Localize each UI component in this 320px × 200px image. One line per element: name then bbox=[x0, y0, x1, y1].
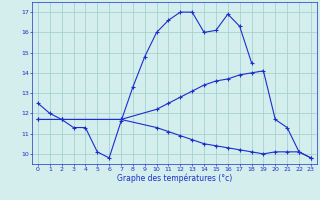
X-axis label: Graphe des températures (°c): Graphe des températures (°c) bbox=[117, 173, 232, 183]
